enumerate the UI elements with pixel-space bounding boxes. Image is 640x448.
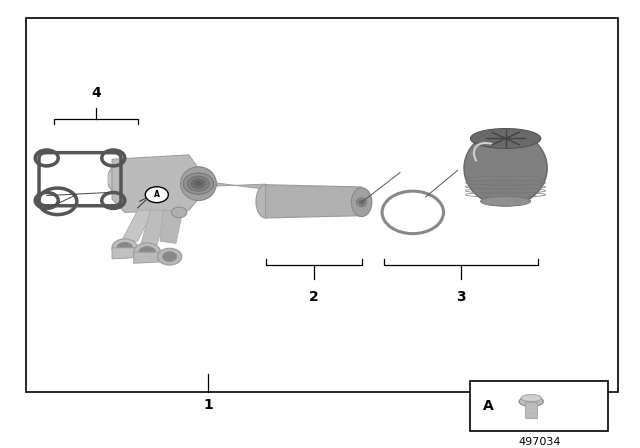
- Ellipse shape: [359, 200, 364, 204]
- Ellipse shape: [163, 252, 177, 262]
- Text: A: A: [483, 399, 493, 413]
- Ellipse shape: [464, 130, 547, 206]
- Circle shape: [188, 176, 209, 191]
- Text: A: A: [154, 190, 160, 199]
- Ellipse shape: [256, 185, 275, 218]
- Bar: [470, 380, 608, 431]
- Circle shape: [183, 173, 214, 194]
- Circle shape: [195, 181, 202, 186]
- Ellipse shape: [108, 163, 143, 196]
- Polygon shape: [134, 252, 161, 263]
- Circle shape: [183, 173, 214, 194]
- Circle shape: [195, 181, 202, 186]
- Text: 497034: 497034: [518, 437, 561, 447]
- Ellipse shape: [481, 197, 531, 206]
- Ellipse shape: [117, 242, 133, 253]
- Bar: [26, 18, 618, 392]
- Ellipse shape: [157, 248, 182, 265]
- Ellipse shape: [470, 129, 541, 148]
- Polygon shape: [198, 181, 266, 190]
- Text: 1: 1: [203, 398, 213, 412]
- Ellipse shape: [351, 188, 372, 216]
- Polygon shape: [266, 185, 362, 218]
- Polygon shape: [160, 210, 182, 243]
- Circle shape: [188, 176, 209, 191]
- Bar: [525, 401, 537, 418]
- Ellipse shape: [521, 395, 541, 401]
- Polygon shape: [112, 248, 138, 259]
- Polygon shape: [141, 210, 166, 246]
- Polygon shape: [125, 163, 198, 199]
- Ellipse shape: [519, 396, 543, 406]
- Circle shape: [191, 179, 205, 189]
- Text: 4: 4: [91, 86, 101, 99]
- Ellipse shape: [139, 246, 156, 258]
- Ellipse shape: [356, 198, 367, 207]
- Ellipse shape: [112, 239, 138, 257]
- Polygon shape: [112, 155, 198, 212]
- Ellipse shape: [181, 167, 216, 200]
- Circle shape: [145, 187, 168, 202]
- Ellipse shape: [180, 167, 216, 200]
- Text: 2: 2: [308, 290, 319, 304]
- Text: 3: 3: [456, 290, 466, 304]
- Circle shape: [172, 207, 187, 218]
- FancyBboxPatch shape: [52, 162, 108, 196]
- Circle shape: [191, 179, 205, 189]
- Ellipse shape: [134, 243, 161, 262]
- Polygon shape: [122, 210, 154, 241]
